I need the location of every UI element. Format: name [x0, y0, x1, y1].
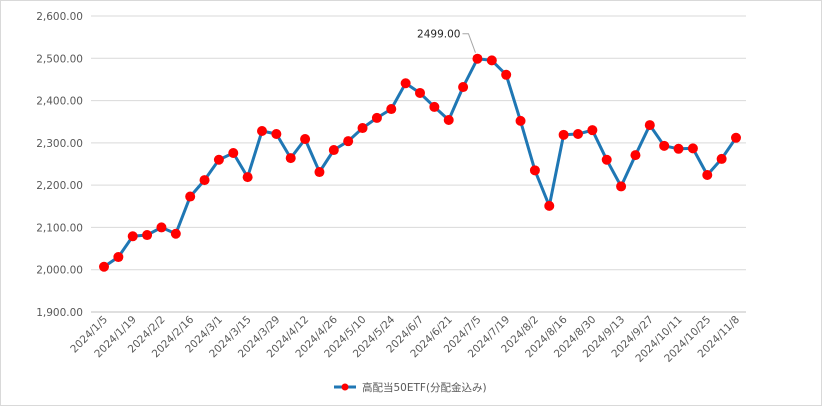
- data-point: [544, 200, 555, 211]
- y-tick-label: 1,900.00: [36, 307, 83, 319]
- data-point: [156, 222, 167, 233]
- annotation-layer: 2499.00: [417, 29, 476, 53]
- data-point: [429, 101, 440, 112]
- data-point: [601, 154, 612, 165]
- data-point: [213, 154, 224, 165]
- data-point: [529, 165, 540, 176]
- data-point: [716, 153, 727, 164]
- legend-marker: [341, 383, 349, 391]
- data-point: [644, 120, 655, 131]
- data-point: [314, 167, 325, 178]
- data-point: [242, 172, 253, 183]
- data-point: [199, 175, 210, 186]
- data-point: [415, 87, 425, 98]
- data-point: [300, 134, 311, 145]
- data-point: [687, 143, 698, 154]
- data-point: [673, 143, 684, 154]
- data-point: [630, 150, 641, 161]
- data-point: [587, 125, 598, 136]
- data-point: [515, 115, 526, 126]
- data-point: [472, 53, 483, 64]
- data-point: [357, 123, 368, 134]
- data-point: [113, 252, 124, 263]
- data-point: [99, 261, 109, 272]
- data-point: [731, 132, 741, 143]
- data-point: [343, 136, 354, 147]
- data-point: [573, 128, 583, 139]
- series-layer: [99, 53, 741, 272]
- y-tick-label: 2,000.00: [36, 265, 83, 277]
- legend: 高配当50ETF(分配金込み): [334, 381, 487, 394]
- data-point: [400, 78, 411, 89]
- y-tick-label: 2,100.00: [36, 222, 83, 234]
- gridlines: [91, 15, 746, 313]
- y-tick-label: 2,200.00: [36, 180, 83, 192]
- data-point: [501, 69, 512, 80]
- data-point: [616, 181, 627, 192]
- data-point: [443, 115, 454, 126]
- data-point: [170, 228, 181, 239]
- data-point: [285, 153, 296, 164]
- data-point: [127, 231, 138, 242]
- data-point: [486, 55, 497, 66]
- data-point: [271, 128, 282, 139]
- y-tick-label: 2,600.00: [36, 11, 83, 23]
- data-point: [558, 129, 569, 140]
- data-point: [659, 140, 670, 151]
- data-point: [386, 104, 397, 115]
- data-point: [185, 191, 196, 202]
- annotation-leader-line: [462, 33, 476, 53]
- data-point: [257, 126, 267, 137]
- data-point: [371, 112, 382, 123]
- y-axis-tick-labels: 1,900.00 2,000.00 2,100.00 2,200.00 2,300.00…: [36, 11, 83, 319]
- y-tick-label: 2,400.00: [36, 96, 83, 108]
- data-point: [142, 230, 153, 241]
- x-axis-tick-labels: 2024/1/52024/1/192024/2/22024/2/162024/3…: [68, 313, 742, 365]
- data-point: [228, 148, 239, 159]
- data-point: [328, 145, 339, 156]
- data-point: [458, 82, 469, 93]
- annotation-label: 2499.00: [417, 29, 460, 41]
- y-tick-label: 2,300.00: [36, 138, 83, 150]
- y-tick-label: 2,500.00: [36, 53, 83, 65]
- legend-label: 高配当50ETF(分配金込み): [362, 381, 487, 394]
- data-point: [702, 169, 713, 180]
